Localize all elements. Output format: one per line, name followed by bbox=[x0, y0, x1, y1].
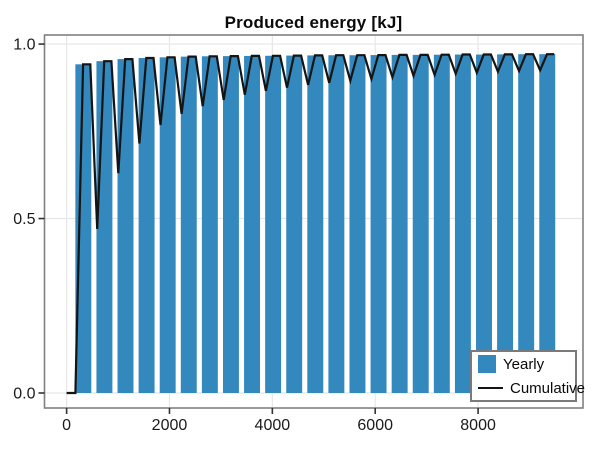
yearly-bar bbox=[286, 55, 303, 393]
y-tick-label: 0.5 bbox=[13, 211, 35, 228]
yearly-bar bbox=[201, 56, 218, 393]
yearly-bar bbox=[117, 59, 134, 393]
x-tick-label: 0 bbox=[62, 417, 71, 434]
yearly-bar bbox=[412, 54, 429, 393]
cumulative-line bbox=[66, 53, 555, 395]
legend-label-cumulative: Cumulative bbox=[510, 379, 586, 397]
yearly-bar bbox=[328, 55, 345, 393]
yearly-bar bbox=[370, 55, 387, 393]
x-tick-label: 2000 bbox=[152, 417, 188, 434]
yearly-bar bbox=[518, 54, 535, 393]
yearly-bar bbox=[222, 56, 239, 393]
chart-title: Produced energy [kJ] bbox=[224, 13, 403, 32]
yearly-bar bbox=[307, 55, 324, 393]
line-swatch-icon bbox=[478, 387, 503, 389]
yearly-bar bbox=[244, 55, 261, 393]
x-tick-label: 6000 bbox=[357, 417, 393, 434]
yearly-bar bbox=[180, 56, 197, 393]
yearly-bar bbox=[539, 54, 556, 393]
bar-swatch-icon bbox=[478, 355, 496, 373]
y-tick-label: 0.0 bbox=[13, 385, 35, 402]
yearly-bar bbox=[433, 54, 450, 393]
legend-item-yearly: Yearly bbox=[478, 354, 575, 375]
yearly-bar bbox=[265, 55, 282, 393]
yearly-bar bbox=[138, 58, 155, 393]
yearly-bar bbox=[96, 61, 113, 393]
yearly-bar bbox=[497, 54, 514, 393]
x-tick-label: 4000 bbox=[255, 417, 291, 434]
yearly-bar bbox=[75, 64, 92, 393]
legend-label-yearly: Yearly bbox=[503, 355, 545, 373]
x-tick-label: 8000 bbox=[460, 417, 496, 434]
yearly-bar bbox=[391, 54, 408, 393]
legend-item-cumulative: Cumulative bbox=[478, 378, 585, 399]
yearly-bar bbox=[159, 57, 176, 393]
yearly-bar bbox=[476, 54, 492, 393]
y-tick-label: 1.0 bbox=[13, 37, 35, 54]
plot-frame bbox=[43, 34, 584, 409]
yearly-bar bbox=[349, 55, 366, 393]
legend: Yearly Cumulative bbox=[470, 350, 585, 402]
yearly-bar bbox=[454, 54, 471, 393]
